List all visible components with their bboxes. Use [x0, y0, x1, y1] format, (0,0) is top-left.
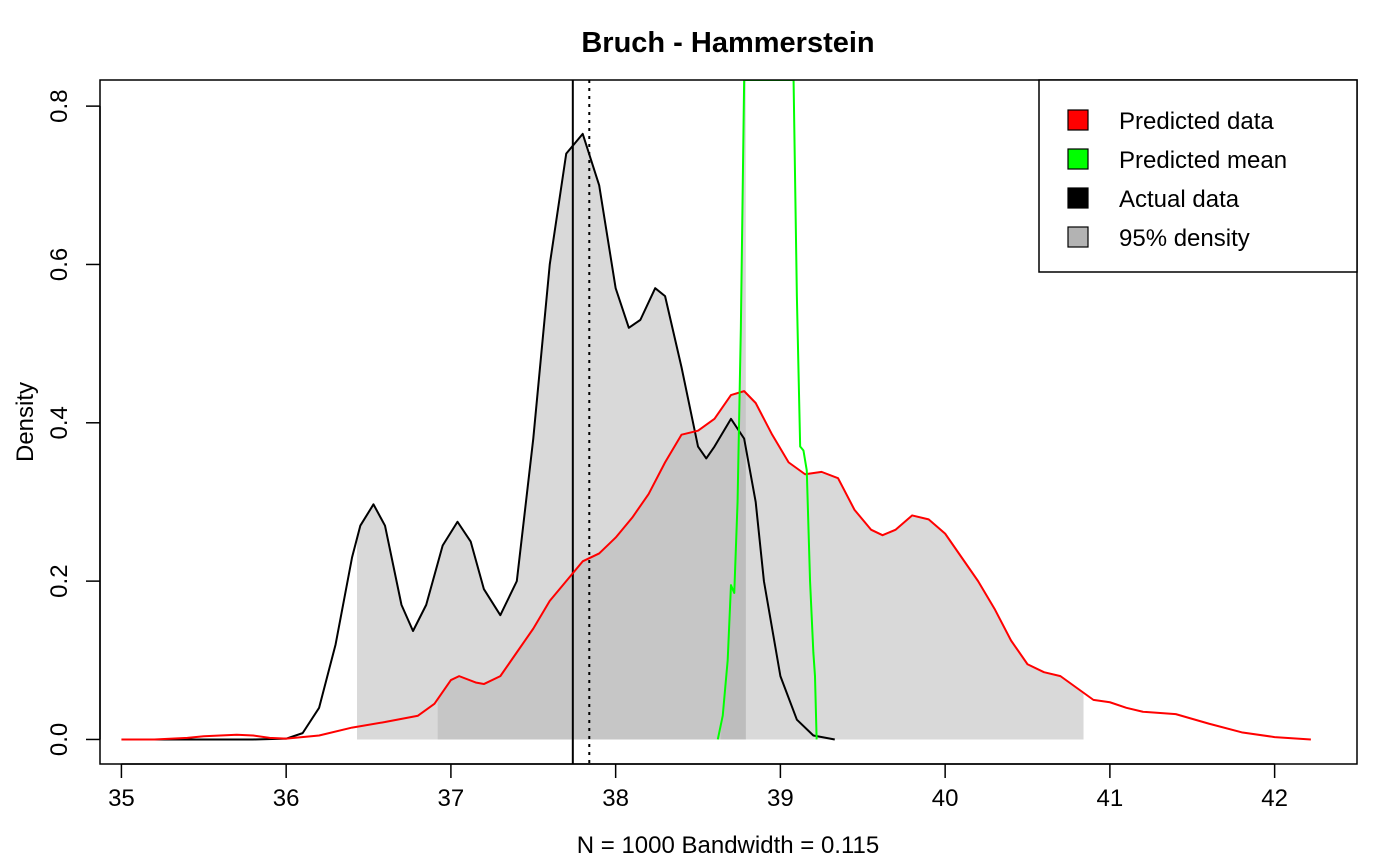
y-axis-title: Density: [12, 382, 39, 462]
density-line-predicted-mean: [716, 80, 818, 740]
legend: Predicted data Predicted mean Actual data 9…: [1038, 79, 1358, 273]
x-tick-label: 40: [932, 785, 959, 812]
chart-title: Bruch - Hammerstein: [581, 27, 874, 59]
y-tick-label: 0.0: [46, 723, 73, 756]
legend-swatch-actual-data: [1067, 187, 1089, 209]
legend-swatch-95-density: [1067, 226, 1089, 248]
y-tick-label: 0.8: [46, 89, 73, 122]
x-tick-label: 39: [767, 785, 794, 812]
reference-lines: [571, 80, 591, 764]
y-tick-label: 0.6: [46, 248, 73, 281]
legend-label-95-density: 95% density: [1119, 225, 1250, 252]
interval-fill-predicted-data: [437, 391, 1084, 740]
legend-box: [1038, 79, 1358, 273]
legend-label-predicted-data: Predicted data: [1119, 108, 1274, 135]
x-tick-label: 36: [273, 785, 300, 812]
x-tick-label: 38: [602, 785, 629, 812]
y-tick-label: 0.4: [46, 406, 73, 439]
x-tick-label: 37: [438, 785, 465, 812]
legend-swatch-predicted-data: [1067, 109, 1089, 131]
legend-swatch-predicted-mean: [1067, 148, 1089, 170]
interval-fill-predicted-mean: [721, 80, 746, 740]
x-tick-label: 42: [1261, 785, 1288, 812]
x-axis-title: N = 1000 Bandwidth = 0.115: [577, 832, 879, 859]
legend-label-predicted-mean: Predicted mean: [1119, 147, 1287, 174]
x-tick-label: 35: [108, 785, 135, 812]
legend-label-actual-data: Actual data: [1119, 186, 1240, 213]
y-tick-label: 0.2: [46, 564, 73, 597]
x-tick-label: 41: [1097, 785, 1124, 812]
density-interval-fills: [357, 80, 1084, 740]
density-line-actual-data: [146, 132, 835, 741]
density-curves: [121, 80, 1311, 741]
density-line-predicted-data: [121, 390, 1311, 741]
axes: 35 36 37 38 39 40 41 42 0.0 0.2 0.4 0.6 0.8: [46, 89, 1288, 812]
